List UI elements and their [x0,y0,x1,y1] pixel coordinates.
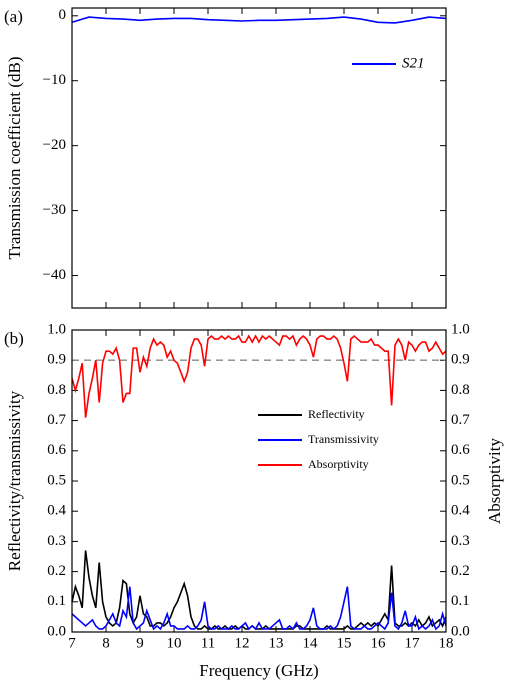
x-axis-label: Frequency (GHz) [199,661,318,680]
x-tick-label: 14 [303,635,319,651]
y-tick-label: 0.4 [47,503,66,519]
x-tick-label: 16 [371,635,387,651]
y-tick-label: 0.2 [47,563,66,579]
x-tick-label: 10 [167,635,182,651]
legend-label: Reflectivity [308,407,365,421]
y-tick-label: 0.1 [47,593,66,609]
y-tick-label: 0.8 [47,382,66,398]
y-tick-label: −30 [43,202,66,218]
y2-tick-label: 0.1 [451,593,470,609]
y-tick-label: 0.5 [47,472,66,488]
x-tick-label: 8 [102,635,110,651]
panel-label: (b) [4,329,24,348]
x-tick-label: 13 [269,635,284,651]
y-tick-label: 1.0 [47,321,66,337]
y-axis-label: Reflectivity/transmissivity [5,390,24,571]
y-tick-label: −20 [43,137,66,153]
y-tick-label: 0.9 [47,352,66,368]
y-tick-label: −10 [43,72,66,88]
plot-frame [71,7,447,309]
legend-label: S21 [402,55,425,71]
y2-tick-label: 0.8 [451,382,470,398]
y-tick-label: 0.0 [47,623,66,639]
x-tick-label: 12 [235,635,250,651]
panel-label: (a) [4,7,23,26]
y-tick-label: −40 [43,267,66,283]
y2-tick-label: 0.9 [451,352,470,368]
y2-tick-label: 0.2 [451,563,470,579]
y-tick-label: 0 [59,7,67,23]
series-line [71,334,447,418]
x-tick-label: 7 [68,635,76,651]
y2-tick-label: 0.3 [451,533,470,549]
y-tick-label: 0.3 [47,533,66,549]
x-tick-label: 11 [201,635,215,651]
y2-tick-label: 0.5 [451,472,470,488]
x-tick-label: 15 [337,635,352,651]
y2-tick-label: 0.4 [451,503,470,519]
y-tick-label: 0.7 [47,412,66,428]
plot-frame [71,329,447,633]
series-line [71,586,447,631]
x-tick-label: 9 [136,635,144,651]
y-axis-label: Transmission coefficient (dB) [5,56,24,259]
legend-label: Absorptivity [308,457,369,471]
series-line [71,16,447,24]
y2-axis-label: Absorptivity [485,438,504,524]
y2-tick-label: 1.0 [451,321,470,337]
y-tick-label: 0.6 [47,442,66,458]
legend-label: Transmissivity [308,432,379,446]
series-line [71,550,447,631]
y2-tick-label: 0.6 [451,442,470,458]
y2-tick-label: 0.0 [451,623,470,639]
x-tick-label: 17 [405,635,421,651]
y2-tick-label: 0.7 [451,412,470,428]
x-tick-label: 18 [439,635,454,651]
